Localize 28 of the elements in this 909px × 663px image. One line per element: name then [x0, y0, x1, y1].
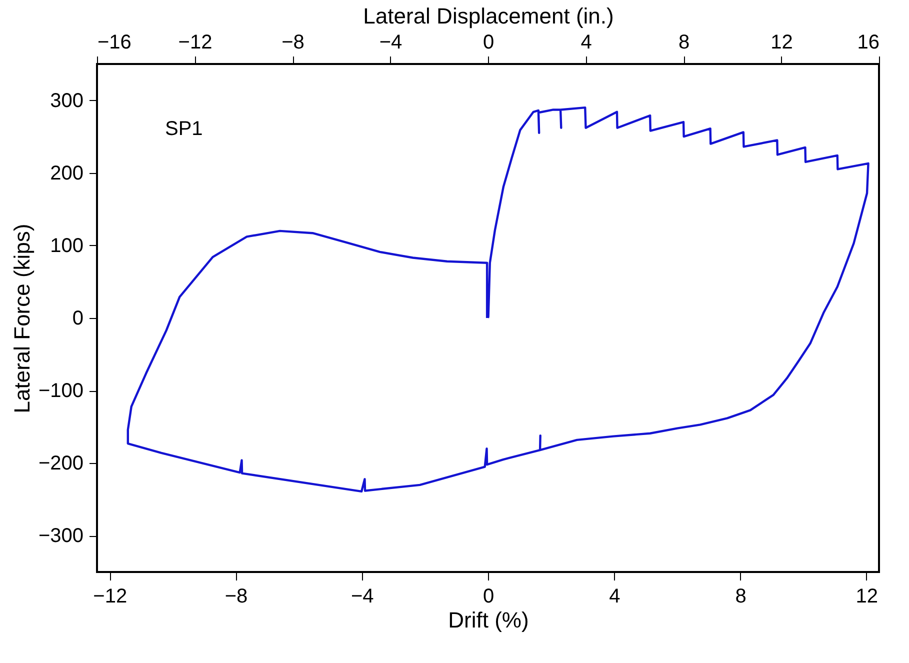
x-tick-label: −4	[350, 586, 374, 608]
x2-tick-label: −16	[98, 32, 132, 54]
y-tick-label: 0	[72, 308, 84, 330]
line-series	[126, 106, 870, 493]
y-tick-label: −200	[38, 452, 84, 475]
x-tick-label: −12	[93, 586, 128, 608]
x-tick-label: 4	[609, 586, 620, 608]
annotation: SP1	[165, 118, 203, 140]
x-tick-label: −8	[224, 586, 248, 608]
y-tick-label: 100	[50, 234, 84, 257]
x-tick-label: 8	[735, 586, 746, 608]
x2-axis-title: Lateral Displacement (in.)	[363, 4, 614, 28]
x-tick-label: 12	[856, 586, 878, 608]
x2-tick-label: 4	[580, 32, 592, 54]
x2-tick-label: −4	[379, 32, 402, 54]
y-tick-label: −100	[38, 380, 84, 402]
x2-tick-label: 8	[678, 32, 690, 54]
x-tick-label: 0	[482, 586, 494, 608]
x2-tick-label: −12	[178, 32, 212, 54]
y-tick-label: 300	[50, 90, 84, 112]
x2-tick-label: 0	[482, 32, 494, 54]
x-axis-title: Drift (%)	[448, 608, 529, 632]
y-tick-label: 200	[50, 162, 84, 184]
y-tick-label: −300	[38, 525, 84, 548]
y-axis-title: Lateral Force (kips)	[9, 224, 34, 414]
x2-tick-label: 16	[857, 32, 880, 54]
x2-tick-label: 12	[770, 32, 793, 54]
x2-tick-label: −8	[282, 32, 304, 54]
